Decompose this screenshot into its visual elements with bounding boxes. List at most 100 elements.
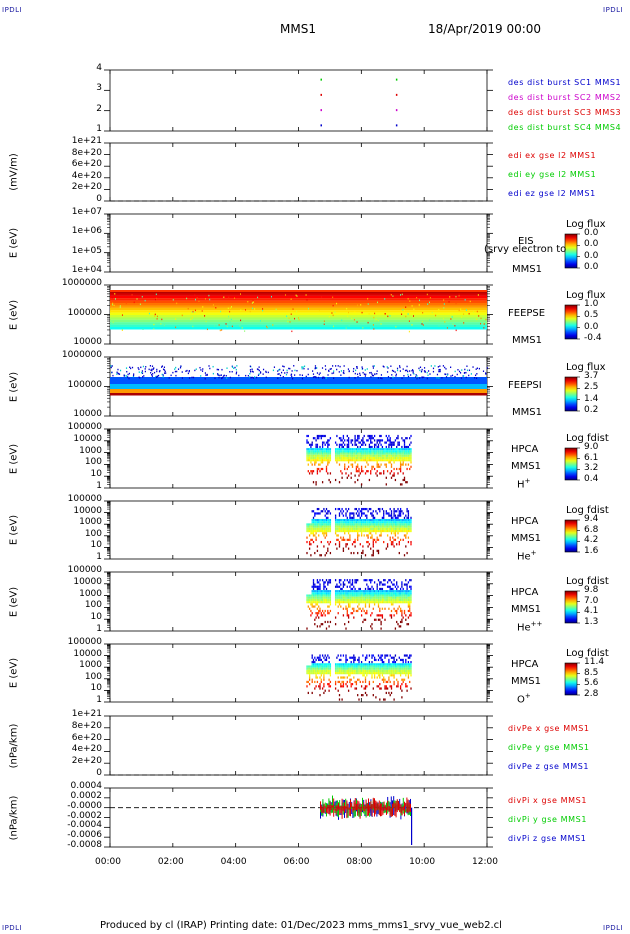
spectrogram-cell <box>392 601 394 604</box>
spectrogram-cell <box>346 452 348 455</box>
spectrogram-cell <box>388 601 390 604</box>
y-tick-label: 10000 <box>73 505 102 516</box>
spectrogram-cell <box>390 656 393 659</box>
spectrogram-speck <box>372 367 374 369</box>
spectrogram-cell <box>372 459 374 462</box>
spectrogram-cell <box>359 669 361 673</box>
spectrogram-cell <box>342 592 345 595</box>
spectrogram-cell <box>405 527 407 530</box>
spectrogram-cell <box>364 450 367 453</box>
colorbar-value: 4.1 <box>584 606 599 617</box>
spectrogram-cell <box>349 663 351 666</box>
spectrogram-cell <box>337 590 339 593</box>
spectrogram-cell <box>336 456 338 460</box>
spectrogram-cell <box>359 607 361 610</box>
spectrogram-cell <box>394 654 397 657</box>
spectrogram-speck <box>445 373 447 376</box>
spectrogram-cell <box>386 596 389 599</box>
spectrogram-cell <box>306 441 308 444</box>
spectrogram-cell <box>385 667 387 670</box>
spectrogram-cell <box>345 472 347 475</box>
spectrogram-speck <box>223 296 225 298</box>
spectrogram-speck <box>297 317 299 319</box>
spectrogram-cell <box>392 454 394 457</box>
spectrogram-cell <box>334 514 337 517</box>
spectrogram-speck <box>266 326 268 329</box>
spectrogram-cell <box>366 583 368 586</box>
spectrogram-speck <box>235 372 237 375</box>
spectrogram-cell <box>315 665 317 668</box>
spectrogram-speck <box>201 370 204 372</box>
spectrogram-speck <box>132 326 134 328</box>
spectrogram-cell <box>353 585 355 588</box>
spectrogram-cell <box>320 523 322 526</box>
spectrogram-cell <box>349 596 351 599</box>
spectrogram-speck <box>185 370 187 373</box>
spectrogram-cell <box>384 665 386 668</box>
spectrogram-speck <box>306 299 308 301</box>
spectrogram-cell <box>405 518 407 522</box>
spectrogram-cell <box>381 525 384 528</box>
spectrogram-cell <box>316 663 319 666</box>
spectrogram-cell <box>398 514 400 517</box>
spectrogram-cell <box>336 585 338 588</box>
spectrogram-speck <box>399 370 402 372</box>
spectrogram-cell <box>372 607 374 610</box>
spectrogram-cell <box>349 678 351 681</box>
spectrogram-cell <box>334 543 337 546</box>
spectrogram-cell <box>388 514 390 517</box>
spectrogram-cell <box>383 450 385 453</box>
spectrogram-cell <box>367 534 369 537</box>
spectrogram-speck <box>252 377 255 379</box>
spectrogram-cell <box>344 583 346 586</box>
y-tick-label: 0 <box>96 194 102 204</box>
colorbar-value: 1.0 <box>584 299 599 309</box>
spectrogram-speck <box>404 369 407 372</box>
spectrogram-cell <box>389 694 391 697</box>
spectrogram-speck <box>369 372 371 374</box>
spectrogram-speck <box>424 371 426 373</box>
spectrogram-cell <box>342 685 345 688</box>
y-tick-label: 100 <box>84 528 102 539</box>
spectrogram-speck <box>293 365 295 367</box>
spectrogram-cell <box>334 521 337 524</box>
spectrogram-cell <box>308 674 311 677</box>
spectrogram-cell <box>344 454 346 457</box>
spectrogram-cell <box>401 592 403 595</box>
spectrogram-cell <box>364 605 367 608</box>
spectrogram-cell <box>353 514 355 517</box>
spectrogram-speck <box>411 369 414 371</box>
colorbar-value: 1.4 <box>584 393 599 404</box>
spectrogram-speck <box>150 369 152 371</box>
spectrogram-cell <box>314 450 316 453</box>
spectrogram-cell <box>308 534 311 537</box>
spectrogram-cell <box>355 667 358 670</box>
spectrogram-cell <box>394 538 397 541</box>
spectrogram-cell <box>342 581 345 584</box>
spectrogram-cell <box>342 510 345 513</box>
spectrogram-cell <box>403 445 406 449</box>
spectrogram-cell <box>390 614 393 617</box>
spectrogram-cell <box>315 527 317 530</box>
spectrogram-cell <box>340 536 342 539</box>
spectrogram-cell <box>350 463 352 466</box>
spectrogram-cell <box>375 518 377 522</box>
spectrogram-cell <box>402 512 404 515</box>
spectrogram-cell <box>345 529 347 533</box>
spectrogram-cell <box>351 456 354 460</box>
spectrogram-speck <box>422 324 424 326</box>
spectrogram-speck <box>191 311 193 313</box>
spectrogram-cell <box>306 680 308 684</box>
spectrogram-cell <box>379 434 381 438</box>
spectrogram-cell <box>389 514 391 517</box>
spectrogram-cell <box>353 459 355 462</box>
spectrogram-cell <box>316 596 319 599</box>
spectrogram-cell <box>338 694 341 697</box>
spectrogram-cell <box>396 454 398 457</box>
spectrogram-cell <box>354 672 356 675</box>
spectrogram-cell <box>327 612 329 615</box>
spectrogram-cell <box>386 448 389 451</box>
spectrogram-speck <box>238 374 240 377</box>
spectrogram-speck <box>212 304 214 306</box>
spectrogram-cell <box>359 456 361 460</box>
